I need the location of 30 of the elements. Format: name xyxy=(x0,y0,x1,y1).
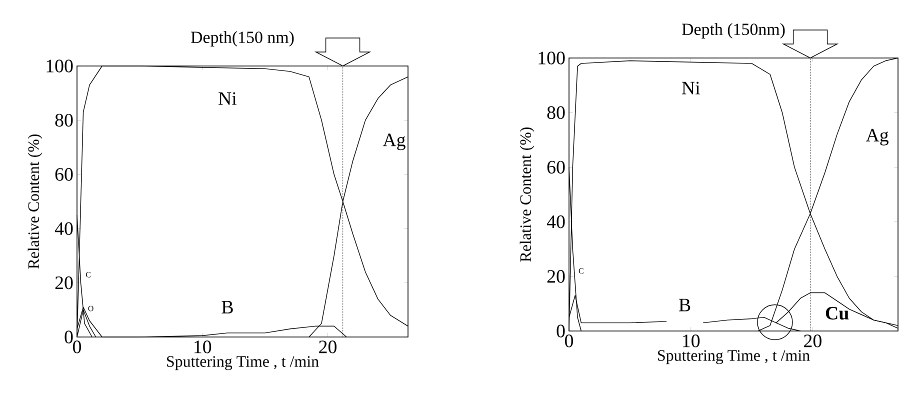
series-label: B xyxy=(222,300,233,314)
x-tick-label: 0 xyxy=(565,334,574,348)
y-tick-label: 60 xyxy=(55,168,73,181)
series-label: Ni xyxy=(218,92,237,105)
y-axis-title: Relative Content (%) xyxy=(28,134,42,269)
series-label: B xyxy=(679,298,690,312)
series-label: Ag xyxy=(866,128,888,146)
y-tick-label: 100 xyxy=(538,52,565,64)
y-tick-label: 20 xyxy=(547,270,565,283)
series-label: Ag xyxy=(382,134,406,150)
y-tick-label: 0 xyxy=(556,324,565,338)
y-tick-label: 80 xyxy=(55,114,73,127)
legend-label: Cu xyxy=(826,306,849,320)
y-tick-label: 20 xyxy=(55,276,73,290)
y-tick-label: 100 xyxy=(46,60,73,72)
y-tick-label: 60 xyxy=(547,160,565,174)
y-tick-label: 40 xyxy=(546,215,565,228)
chart-title: Depth (150nm) xyxy=(682,23,785,39)
x-tick-label: 20 xyxy=(319,340,336,354)
y-tick-label: 80 xyxy=(547,106,565,119)
series-label: Ni xyxy=(682,82,700,94)
y-axis-title: Relative Content (%) xyxy=(520,127,534,262)
chart-title: Depth(150 nm) xyxy=(191,31,294,47)
x-tick-label: 10 xyxy=(683,334,700,348)
x-axis-title: Sputtering Time , t /min xyxy=(167,356,319,370)
x-tick-label: 0 xyxy=(72,340,82,354)
x-tick-label: 10 xyxy=(194,340,212,354)
x-tick-label: 20 xyxy=(804,334,822,348)
y-tick-label: 40 xyxy=(54,222,73,235)
x-axis-title: Sputtering Time , t /min xyxy=(658,350,810,364)
